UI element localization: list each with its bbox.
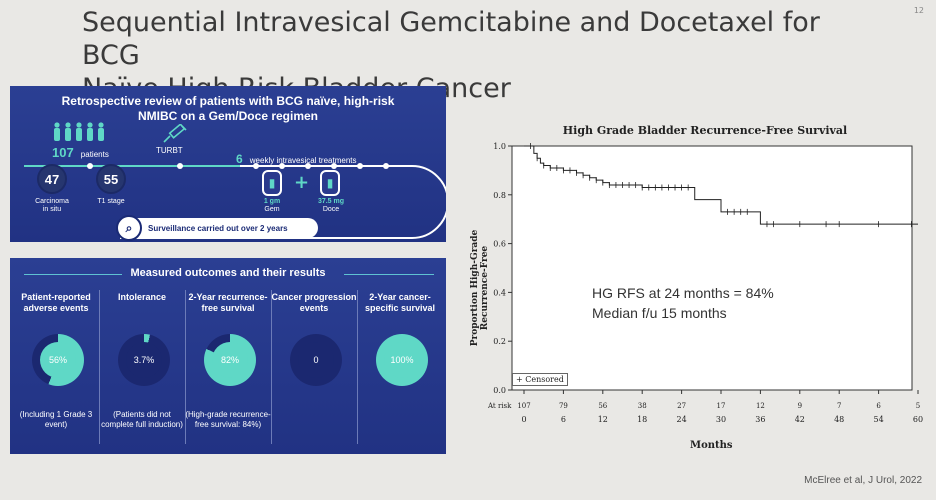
doce-label: 37.5 mg Doce — [308, 198, 354, 214]
donut-value: 3.7% — [126, 342, 162, 378]
syringe-icon — [163, 124, 187, 143]
at-risk-count: 9 — [798, 402, 802, 410]
outcome-note: (Including 1 Grade 3 event) — [19, 410, 93, 429]
annotation-line2: Median f/u 15 months — [592, 305, 727, 321]
treatments-stat: 6 weekly intravesical treatments — [236, 148, 357, 167]
outcome-css: 2-Year cancer-specific survival 100% — [357, 286, 443, 448]
outcome-adverse-events: Patient-reported adverse events 56% (Inc… — [13, 286, 99, 448]
y-tick-label: 0.2 — [493, 337, 506, 346]
at-risk-count: 107 — [517, 402, 530, 410]
plus-icon: + — [294, 172, 310, 193]
outcome-title: Cancer progression events — [271, 292, 357, 313]
donut-chart: 100% — [376, 334, 428, 386]
donut-value: 100% — [384, 342, 420, 378]
x-tick-label: 42 — [795, 415, 805, 424]
chart-title: High Grade Bladder Recurrence-Free Survi… — [562, 124, 848, 137]
at-risk-count: 79 — [559, 402, 568, 410]
y-tick-label: 0.0 — [493, 386, 506, 395]
overview-heading-line1: Retrospective review of patients with BC… — [61, 94, 395, 108]
page-number: 12 — [913, 6, 924, 15]
t1-label: T1 stage — [97, 198, 125, 205]
surveillance-text: Surveillance carried out over 2 years — [148, 223, 288, 233]
y-tick-label: 0.6 — [493, 240, 506, 249]
y-tick-label: 0.8 — [493, 191, 506, 200]
citation: McElree et al, J Urol, 2022 — [804, 475, 922, 486]
gem-vial-icon: ▮ — [262, 170, 282, 196]
treatments-count: 6 — [236, 152, 243, 166]
km-chart: High Grade Bladder Recurrence-Free Survi… — [460, 118, 930, 458]
donut-value: 56% — [40, 342, 76, 378]
outcome-intolerance: Intolerance 3.7% (Patients did not compl… — [99, 286, 185, 448]
doce-dose: 37.5 mg — [317, 198, 345, 205]
x-tick-label: 18 — [637, 415, 647, 424]
x-tick-label: 30 — [716, 415, 726, 424]
censored-legend: + Censored — [512, 373, 568, 386]
plot-frame — [511, 145, 913, 391]
treatments-label: weekly intravesical treatments — [249, 156, 357, 165]
at-risk-count: 6 — [876, 402, 881, 410]
x-axis-label: Months — [690, 440, 733, 451]
outcome-note: (High-grade recurrence-free survival: 84… — [185, 410, 271, 429]
x-tick-label: 12 — [598, 415, 608, 424]
donut-value: 0 — [298, 342, 334, 378]
outcome-title: Patient-reported adverse events — [21, 292, 91, 313]
km-plot: 0.00.20.40.60.81.00107679125618382427301… — [487, 142, 923, 424]
y-tick-label: 0.4 — [493, 288, 506, 297]
outcome-title: 2-Year recurrence-free survival — [188, 292, 268, 313]
donut-chart: 0 — [290, 334, 342, 386]
chart-annotation: HG RFS at 24 months = 84% Median f/u 15 … — [592, 283, 774, 323]
overview-heading: Retrospective review of patients with BC… — [18, 94, 438, 124]
heading-rule-left — [24, 274, 122, 275]
outcome-note: (Patients did not complete full inductio… — [101, 410, 183, 429]
at-risk-label: At risk — [487, 402, 512, 410]
surveillance-pill: ⌕ Surveillance carried out over 2 years — [116, 215, 318, 241]
outcome-title: 2-Year cancer-specific survival — [364, 292, 436, 313]
at-risk-count: 38 — [638, 402, 647, 410]
magnifier-icon: ⌕ — [116, 215, 142, 241]
gem-label: 1 gm Gem — [252, 198, 292, 214]
x-tick-label: 36 — [755, 415, 765, 424]
x-tick-label: 60 — [913, 415, 923, 424]
t1-count: 55 — [96, 164, 126, 194]
heading-rule-right — [344, 274, 434, 275]
outcome-title: Intolerance — [117, 292, 166, 302]
patients-stat: 107 patients — [52, 142, 109, 161]
x-tick-label: 0 — [521, 415, 526, 424]
at-risk-count: 7 — [837, 402, 841, 410]
slide-title-line1: Sequential Intravesical Gemcitabine and … — [82, 7, 820, 71]
cis-label-line2: in situ — [42, 206, 62, 213]
turbt-label: TURBT — [156, 146, 183, 155]
outcome-rfs: 2-Year recurrence-free survival 82% (Hig… — [185, 286, 271, 448]
at-risk-count: 12 — [756, 402, 765, 410]
patients-label: patients — [80, 150, 109, 159]
x-tick-label: 48 — [834, 415, 844, 424]
at-risk-count: 56 — [598, 402, 607, 410]
x-tick-label: 54 — [874, 415, 884, 424]
donut-value: 82% — [212, 342, 248, 378]
people-icon — [54, 122, 104, 141]
at-risk-count: 5 — [916, 402, 920, 410]
study-overview-panel: Retrospective review of patients with BC… — [10, 86, 446, 242]
doce-name: Doce — [322, 206, 340, 213]
overview-heading-line2: NMIBC on a Gem/Doce regimen — [137, 109, 319, 123]
donut-chart: 56% — [32, 334, 84, 386]
patients-count: 107 — [52, 145, 74, 160]
outcomes-panel: Measured outcomes and their results Pati… — [10, 258, 446, 454]
cis-count: 47 — [37, 164, 67, 194]
x-tick-label: 6 — [561, 415, 566, 424]
x-tick-label: 24 — [677, 415, 687, 424]
donut-chart: 3.7% — [118, 334, 170, 386]
outcome-progression: Cancer progression events 0 — [271, 286, 357, 448]
cis-label: Carcinoma in situ — [24, 198, 80, 214]
outcomes-heading: Measured outcomes and their results — [130, 267, 326, 279]
y-tick-label: 1.0 — [493, 142, 506, 151]
gem-name: Gem — [264, 206, 280, 213]
at-risk-count: 27 — [677, 402, 686, 410]
donut-chart: 82% — [204, 334, 256, 386]
doce-vial-icon: ▮ — [320, 170, 340, 196]
at-risk-count: 17 — [717, 402, 726, 410]
gem-dose: 1 gm — [263, 198, 281, 205]
cis-label-line1: Carcinoma — [35, 198, 69, 205]
annotation-line1: HG RFS at 24 months = 84% — [592, 285, 774, 301]
